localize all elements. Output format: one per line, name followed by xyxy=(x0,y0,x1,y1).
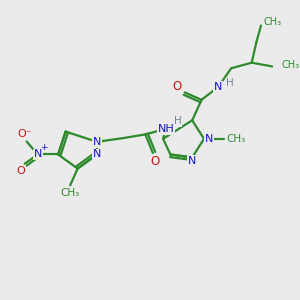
Text: O⁻: O⁻ xyxy=(17,129,32,139)
Text: N: N xyxy=(93,149,101,160)
Text: O: O xyxy=(150,155,159,168)
Text: N: N xyxy=(214,82,222,92)
Text: CH₃: CH₃ xyxy=(61,188,80,198)
Text: N: N xyxy=(188,156,196,166)
Text: H: H xyxy=(174,116,182,126)
Text: N: N xyxy=(34,149,42,160)
Text: +: + xyxy=(40,143,48,152)
Text: CH₃: CH₃ xyxy=(264,17,282,27)
Text: O: O xyxy=(173,80,182,93)
Text: CH₃: CH₃ xyxy=(281,59,300,70)
Text: NH: NH xyxy=(158,124,174,134)
Text: O: O xyxy=(16,166,26,176)
Text: CH₃: CH₃ xyxy=(226,134,245,144)
Text: N: N xyxy=(205,134,213,144)
Text: H: H xyxy=(226,78,233,88)
Text: N: N xyxy=(93,137,101,147)
